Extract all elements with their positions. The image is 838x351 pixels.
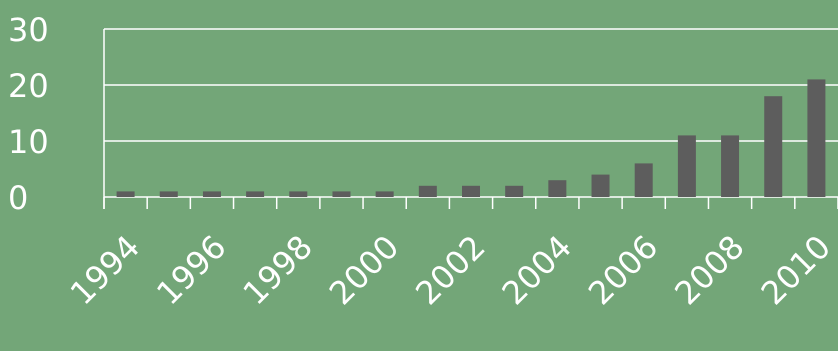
bar-2007 bbox=[677, 135, 696, 197]
x-tick-label: 1996 bbox=[149, 228, 233, 312]
bar-2000 bbox=[375, 191, 394, 197]
x-tick-label: 1994 bbox=[63, 228, 147, 312]
bar-2001 bbox=[418, 185, 437, 197]
bar-1999 bbox=[332, 191, 351, 197]
x-tick-label: 2010 bbox=[754, 228, 838, 312]
x-tick-label: 2004 bbox=[495, 228, 579, 312]
y-tick-label: 10 bbox=[8, 123, 49, 161]
bar-2008 bbox=[721, 135, 740, 197]
bar-2003 bbox=[505, 185, 524, 197]
y-tick-label: 30 bbox=[8, 11, 49, 49]
x-tick-label: 2008 bbox=[667, 228, 751, 312]
gridlines bbox=[104, 28, 838, 142]
y-tick-label: 0 bbox=[8, 179, 28, 217]
x-tick-labels: 1994 1996 1998 2000 2002 2004 2006 2008 2010 bbox=[63, 228, 838, 312]
bar-2005 bbox=[591, 174, 610, 197]
x-tick-label: 2002 bbox=[408, 228, 492, 312]
bar-1995 bbox=[159, 191, 178, 197]
bar-2006 bbox=[634, 163, 653, 197]
bar-1997 bbox=[246, 191, 265, 197]
bars bbox=[116, 79, 826, 197]
x-tick-label: 2000 bbox=[322, 228, 406, 312]
bar-1994 bbox=[116, 191, 135, 197]
bar-2010 bbox=[807, 79, 826, 197]
x-tick-label: 2006 bbox=[581, 228, 665, 312]
bar-2004 bbox=[548, 180, 567, 197]
x-tick-label: 1998 bbox=[235, 228, 319, 312]
bar-2009 bbox=[764, 96, 783, 197]
bar-2002 bbox=[462, 185, 480, 197]
y-tick-label: 20 bbox=[8, 67, 49, 105]
bar-1998 bbox=[289, 191, 308, 197]
bar-1996 bbox=[202, 191, 221, 197]
y-tick-labels: 0 10 20 30 bbox=[8, 11, 49, 217]
